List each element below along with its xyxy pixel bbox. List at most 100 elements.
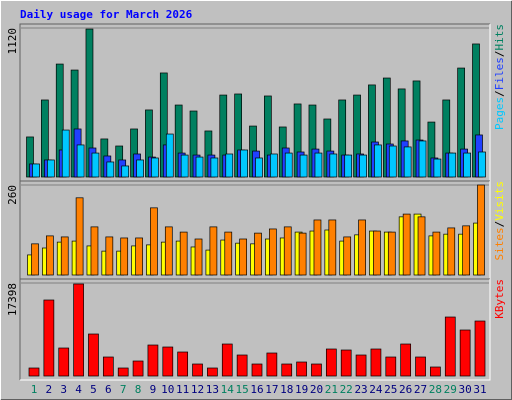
bar bbox=[314, 152, 323, 178]
legend-entry: Visits bbox=[493, 181, 506, 221]
x-tick-label: 15 bbox=[236, 383, 249, 396]
bar bbox=[254, 232, 262, 276]
bar bbox=[239, 238, 247, 276]
bar bbox=[266, 352, 278, 377]
legend: KBytes bbox=[493, 279, 506, 319]
bar bbox=[325, 348, 337, 377]
bar bbox=[432, 231, 441, 276]
bar bbox=[31, 243, 39, 276]
x-tick-label: 26 bbox=[399, 383, 412, 396]
x-tick-label: 19 bbox=[295, 383, 308, 396]
x-tick-label: 9 bbox=[150, 383, 157, 396]
bar bbox=[462, 225, 470, 276]
x-tick-label: 24 bbox=[369, 383, 383, 396]
bar bbox=[463, 152, 471, 178]
bar bbox=[132, 360, 144, 377]
legend-entry: Pages bbox=[493, 97, 506, 130]
x-tick-label: 23 bbox=[354, 383, 367, 396]
bar bbox=[359, 154, 367, 178]
bar bbox=[358, 219, 366, 276]
x-tick-label: 21 bbox=[325, 383, 338, 396]
bar bbox=[270, 153, 278, 178]
legend: Sites/Visits bbox=[493, 181, 506, 261]
x-tick-label: 27 bbox=[414, 383, 427, 396]
legend-separator: / bbox=[493, 51, 506, 58]
bar bbox=[251, 363, 263, 377]
x-tick-label: 20 bbox=[310, 383, 323, 396]
legend-entry: KBytes bbox=[493, 279, 506, 319]
bar bbox=[448, 152, 457, 178]
y-tick-label: 260 bbox=[6, 185, 19, 205]
panel-bevel bbox=[20, 279, 491, 381]
bar bbox=[370, 348, 382, 377]
bar bbox=[224, 231, 233, 276]
x-tick-label: 17 bbox=[265, 383, 278, 396]
bar bbox=[90, 226, 99, 276]
bar bbox=[433, 158, 442, 178]
legend-separator: / bbox=[493, 90, 506, 97]
bar bbox=[105, 236, 114, 276]
bar bbox=[374, 144, 382, 178]
bar bbox=[329, 153, 338, 178]
bar bbox=[415, 356, 426, 377]
bar bbox=[88, 333, 99, 377]
bar bbox=[28, 367, 40, 377]
bar bbox=[179, 231, 188, 276]
bar bbox=[177, 351, 189, 377]
bar bbox=[46, 235, 54, 276]
legend-entry: Files bbox=[493, 57, 506, 90]
bar bbox=[192, 363, 203, 377]
bar bbox=[355, 354, 367, 377]
bar bbox=[164, 226, 173, 276]
bar bbox=[91, 152, 100, 178]
bar bbox=[478, 151, 486, 178]
bar bbox=[255, 157, 263, 178]
x-tick-label: 4 bbox=[75, 383, 82, 396]
panel-bevel bbox=[19, 180, 490, 279]
bar bbox=[76, 144, 85, 178]
bar bbox=[474, 320, 486, 377]
bar bbox=[195, 156, 204, 178]
legend-entry: Hits bbox=[493, 24, 506, 51]
bar bbox=[117, 367, 129, 377]
bar bbox=[373, 230, 381, 276]
bar bbox=[236, 354, 248, 377]
bar bbox=[477, 184, 485, 276]
bar bbox=[340, 349, 352, 377]
x-tick-label: 5 bbox=[90, 383, 97, 396]
bar bbox=[418, 140, 427, 178]
bar bbox=[403, 146, 412, 178]
bar bbox=[151, 157, 159, 178]
x-tick-label: 3 bbox=[60, 383, 67, 396]
x-tick-label: 7 bbox=[120, 383, 127, 396]
y-tick-label: 1120 bbox=[6, 28, 19, 55]
bar bbox=[75, 197, 84, 276]
legend-separator: / bbox=[493, 221, 506, 228]
bar bbox=[283, 226, 292, 276]
bar bbox=[135, 237, 143, 276]
x-tick-label: 1 bbox=[31, 383, 38, 396]
bar bbox=[402, 213, 411, 276]
bar bbox=[313, 219, 322, 276]
bar bbox=[162, 346, 174, 377]
bar bbox=[344, 154, 353, 178]
x-tick-label: 8 bbox=[135, 383, 142, 396]
bar bbox=[296, 361, 307, 377]
bar bbox=[387, 231, 396, 276]
bar bbox=[194, 238, 203, 276]
bar bbox=[60, 236, 69, 276]
y-tick-label: 17398 bbox=[6, 283, 19, 316]
legend: Pages/Files/Hits bbox=[493, 24, 506, 130]
x-tick-label: 29 bbox=[444, 383, 457, 396]
bar bbox=[343, 236, 352, 276]
bar bbox=[180, 154, 189, 178]
x-tick-label: 2 bbox=[46, 383, 53, 396]
bar bbox=[400, 343, 412, 377]
bar bbox=[444, 316, 456, 377]
bar bbox=[385, 356, 397, 377]
bar bbox=[240, 149, 248, 178]
x-tick-label: 25 bbox=[384, 383, 397, 396]
bar bbox=[210, 157, 219, 178]
